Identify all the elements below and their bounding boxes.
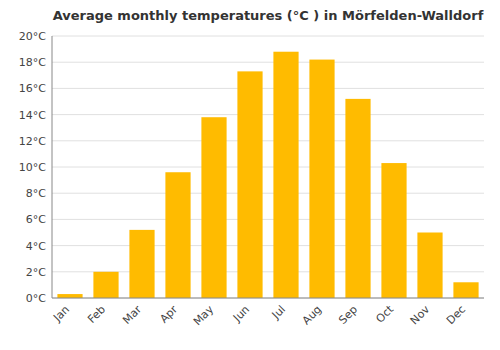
grid-line: [52, 114, 484, 115]
grid-line: [52, 88, 484, 89]
bar: [201, 117, 226, 298]
x-tick-label: Nov: [408, 303, 433, 328]
grid-line: [52, 62, 484, 63]
bar: [165, 172, 190, 298]
y-axis-line: [52, 36, 53, 298]
bar: [93, 272, 118, 298]
y-tick-label: 2°C: [26, 266, 46, 279]
y-tick-label: 12°C: [19, 135, 46, 148]
x-tick-label: May: [191, 303, 217, 329]
x-tick-label: Feb: [85, 303, 108, 326]
grid-line: [52, 298, 484, 299]
y-tick-label: 18°C: [19, 56, 46, 69]
x-tick-label: Mar: [120, 303, 144, 327]
grid-line: [52, 36, 484, 37]
x-tick-label: Apr: [157, 303, 180, 326]
x-tick-label: Jun: [230, 303, 252, 325]
bar: [129, 230, 154, 298]
grid-line: [52, 140, 484, 141]
y-tick-label: 4°C: [26, 240, 46, 253]
x-tick-label: Oct: [373, 302, 396, 325]
grid: [52, 36, 484, 298]
bar: [453, 282, 478, 298]
bar: [57, 294, 82, 298]
bar: [237, 71, 262, 298]
y-tick-label: 10°C: [19, 161, 46, 174]
bars: [57, 52, 478, 298]
grid-line: [52, 167, 484, 168]
bar: [345, 99, 370, 298]
bar: [381, 163, 406, 298]
x-tick-label: Aug: [300, 303, 324, 327]
bar: [273, 52, 298, 298]
bar: [309, 60, 334, 298]
title: Average monthly temperatures (°C ) in Mö…: [53, 8, 484, 23]
x-tick-label: Dec: [444, 303, 468, 327]
x-tick-label: Jul: [269, 303, 288, 322]
y-tick-label: 20°C: [19, 30, 46, 43]
bar: [417, 233, 442, 299]
grid-line: [52, 193, 484, 194]
y-tick-label: 8°C: [26, 187, 46, 200]
grid-line: [52, 219, 484, 220]
chart: Average monthly temperatures (°C ) in Mö…: [0, 0, 500, 350]
x-axis-line: [52, 298, 484, 299]
x-tick-label: Jan: [50, 303, 72, 325]
y-tick-label: 0°C: [26, 292, 46, 305]
y-tick-label: 6°C: [26, 213, 46, 226]
y-tick-label: 16°C: [19, 82, 46, 95]
y-tick-label: 14°C: [19, 109, 46, 122]
x-tick-label: Sep: [336, 303, 360, 327]
